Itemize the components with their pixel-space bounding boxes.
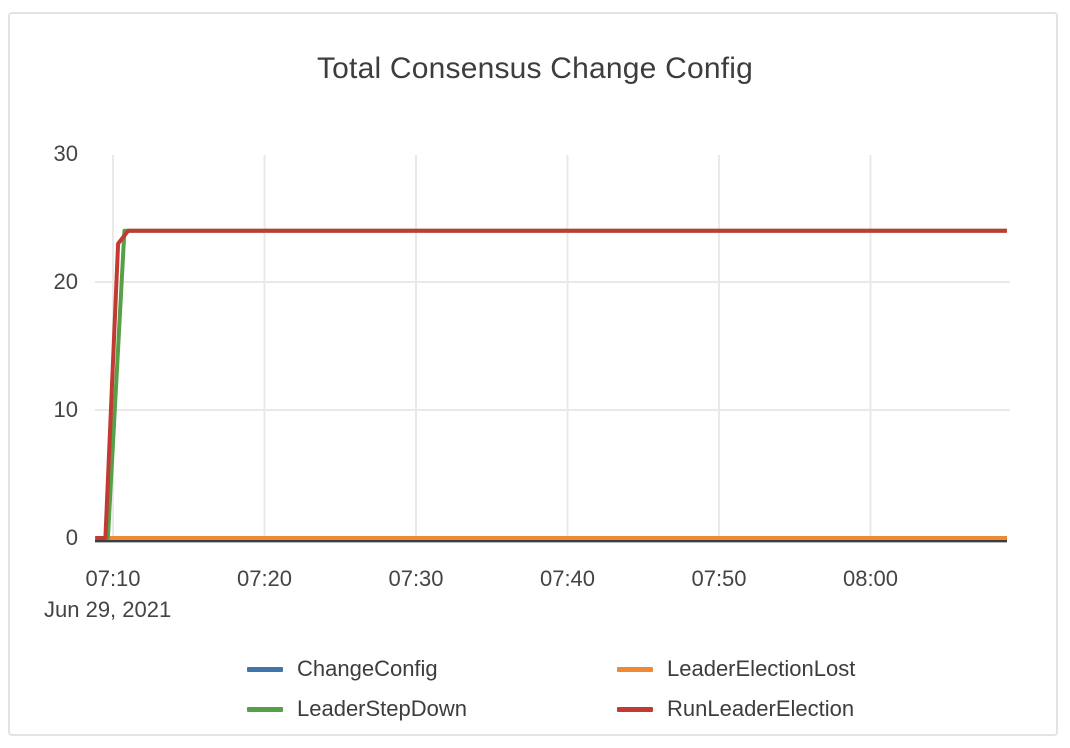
y-tick-label: 20 (53, 269, 78, 294)
x-tick-label: 07:10 (85, 566, 141, 591)
plot-area[interactable] (0, 0, 1070, 630)
x-tick-label: 07:50 (691, 566, 747, 591)
y-tick-label: 30 (53, 141, 78, 166)
chart-title: Total Consensus Change Config (316, 52, 754, 85)
series-line-RunLeaderElection (95, 228, 1007, 540)
legend-item-runleaderelection[interactable]: RunLeaderElection (617, 696, 867, 722)
y-tick-label: 0 (65, 525, 78, 550)
legend-swatch-changeconfig (247, 666, 283, 672)
legend-label-changeconfig: ChangeConfig (297, 656, 438, 681)
x-tick-label: 07:40 (539, 566, 596, 591)
chart-card (8, 12, 1058, 736)
x-axis-date-label: Jun 29, 2021 (44, 597, 172, 622)
legend-label-leaderelectionlost: LeaderElectionLost (667, 656, 856, 681)
x-tick-label: 08:00 (842, 566, 899, 591)
legend-label-leaderstepdown: LeaderStepDown (297, 696, 468, 721)
legend-item-changeconfig[interactable]: ChangeConfig (247, 656, 517, 682)
legend-item-leaderstepdown[interactable]: LeaderStepDown (247, 696, 517, 722)
legend-swatch-runleaderelection (617, 706, 653, 712)
legend-swatch-leaderelectionlost (617, 666, 653, 672)
x-tick-label: 07:30 (388, 566, 444, 591)
legend: ChangeConfig LeaderElectionLost LeaderSt… (247, 656, 867, 722)
legend-label-runleaderelection: RunLeaderElection (667, 696, 855, 721)
legend-swatch-leaderstepdown (247, 706, 283, 712)
y-tick-label: 10 (53, 397, 78, 422)
legend-item-leaderelectionlost[interactable]: LeaderElectionLost (617, 656, 867, 682)
x-tick-label: 07:20 (236, 566, 293, 591)
